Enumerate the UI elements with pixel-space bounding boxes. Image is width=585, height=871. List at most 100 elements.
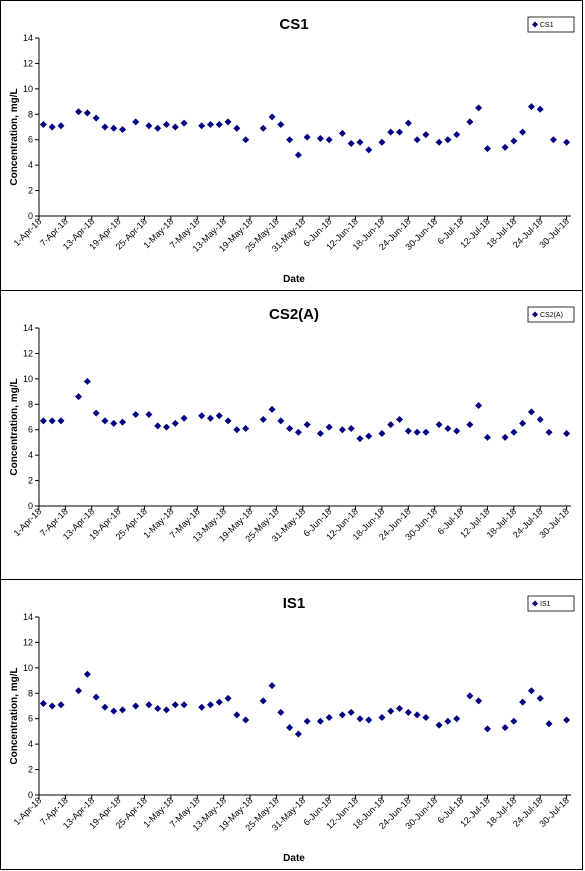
data-point <box>145 701 153 709</box>
chart-title: CS1 <box>279 16 308 33</box>
data-point <box>163 423 171 431</box>
data-point <box>242 716 250 724</box>
y-tick-label: 14 <box>23 33 33 43</box>
legend: CS1 <box>527 16 575 33</box>
data-point <box>163 120 171 128</box>
data-point <box>527 103 535 111</box>
legend: IS1 <box>527 595 575 612</box>
y-tick-label: 4 <box>28 160 33 170</box>
data-point <box>444 424 452 432</box>
data-point <box>501 143 509 151</box>
chart-is1: IS1 IS1024681012141-Apr-187-Apr-1813-Apr-… <box>9 595 575 864</box>
data-point <box>101 417 109 425</box>
data-point <box>259 124 267 132</box>
data-point <box>435 421 443 429</box>
data-point <box>110 707 118 715</box>
x-axis-label: Date <box>283 853 305 864</box>
data-point <box>510 717 518 725</box>
data-point <box>483 145 491 153</box>
data-point <box>303 717 311 725</box>
data-point <box>413 428 421 436</box>
legend-label: IS1 <box>540 601 551 608</box>
chart-panel-is1: IS1 IS1 0 2 4 6 8 10 12 14 1-Apr-18 7-Apr-18 13-Apr-… <box>0 579 583 870</box>
data-point <box>154 705 162 713</box>
data-point <box>233 426 241 434</box>
data-point <box>435 721 443 729</box>
data-point <box>83 377 91 385</box>
data-point <box>83 670 91 678</box>
data-point <box>154 422 162 430</box>
data-point <box>119 126 127 134</box>
y-tick-label: 0 <box>28 501 33 511</box>
data-point <box>466 118 474 126</box>
y-tick-label: 10 <box>23 374 33 384</box>
data-point <box>475 104 483 112</box>
data-point <box>110 124 118 132</box>
y-tick-label: 10 <box>23 663 33 673</box>
legend-marker <box>532 21 538 28</box>
data-point <box>277 120 285 128</box>
y-tick-label: 14 <box>23 323 33 333</box>
data-point <box>48 123 56 131</box>
y-tick-label: 0 <box>28 211 33 221</box>
data-point <box>83 109 91 117</box>
data-point <box>154 124 162 132</box>
data-point <box>224 118 232 126</box>
legend-label: CS1 <box>540 22 554 29</box>
data-point <box>510 428 518 436</box>
data-point <box>145 410 153 418</box>
data-point <box>413 711 421 719</box>
data-point <box>57 122 65 130</box>
legend-box <box>527 306 575 323</box>
data-point <box>180 119 188 127</box>
y-tick-label: 8 <box>28 688 33 698</box>
data-point <box>527 687 535 695</box>
data-point <box>198 412 206 420</box>
data-point <box>563 716 571 724</box>
data-point <box>215 412 223 420</box>
data-point <box>233 124 241 132</box>
legend-box <box>527 595 575 612</box>
data-point <box>303 421 311 429</box>
data-point <box>268 405 276 413</box>
y-tick-label: 6 <box>28 714 33 724</box>
data-point <box>92 409 100 417</box>
y-tick-label: 14 <box>23 612 33 622</box>
data-point <box>483 725 491 733</box>
data-point <box>132 118 140 126</box>
y-tick-label: 4 <box>28 739 33 749</box>
data-point <box>536 105 544 113</box>
y-tick-label: 8 <box>28 399 33 409</box>
data-point <box>347 424 355 432</box>
data-point <box>338 711 346 719</box>
y-axis-label: Concentration, mg/L <box>9 378 20 475</box>
data-point <box>286 724 294 732</box>
data-point <box>519 698 527 706</box>
data-point <box>387 421 395 429</box>
data-point <box>422 428 430 436</box>
data-point <box>444 717 452 725</box>
data-point <box>206 414 214 422</box>
data-point <box>39 417 47 425</box>
data-point <box>435 138 443 146</box>
data-point <box>404 427 412 435</box>
data-point <box>198 122 206 130</box>
data-point <box>347 140 355 148</box>
data-point <box>501 724 509 732</box>
y-tick-label: 6 <box>28 425 33 435</box>
data-point <box>356 138 364 146</box>
y-axis-label: Concentration, mg/L <box>9 667 20 764</box>
data-point <box>268 682 276 690</box>
data-point <box>132 702 140 710</box>
data-point <box>75 687 83 695</box>
data-point <box>101 123 109 131</box>
x-tick-label: 1-Apr-18 <box>12 795 44 827</box>
data-point <box>519 419 527 427</box>
data-point <box>536 694 544 702</box>
y-tick-label: 2 <box>28 476 33 486</box>
data-point <box>545 428 553 436</box>
legend-label: CS2(A) <box>540 312 563 319</box>
data-point <box>180 701 188 709</box>
data-point <box>145 122 153 130</box>
data-point <box>501 433 509 441</box>
